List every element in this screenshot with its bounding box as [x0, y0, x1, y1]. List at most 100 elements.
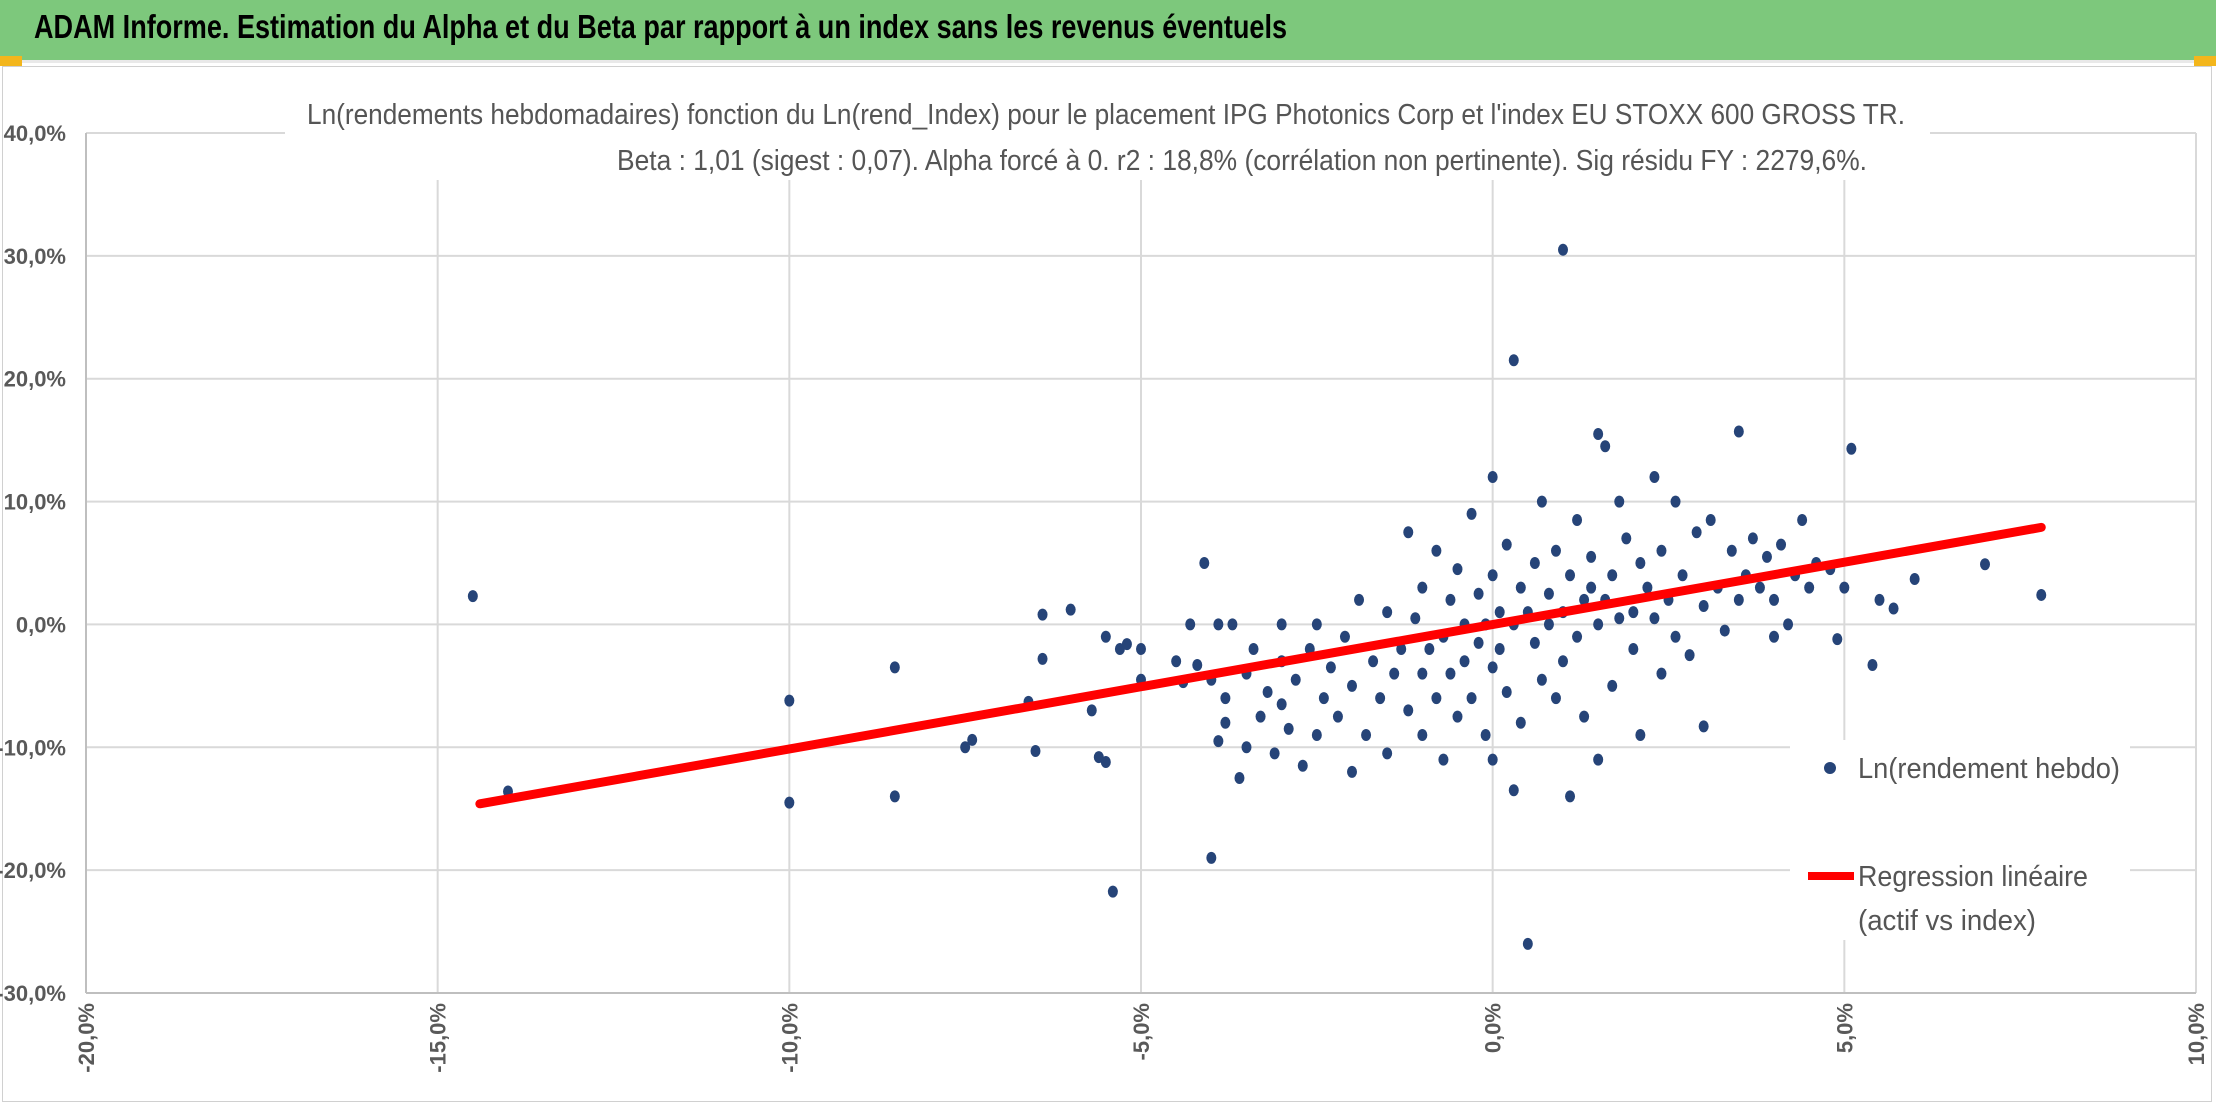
data-point	[1593, 618, 1604, 631]
data-point	[1487, 753, 1498, 766]
data-point	[1311, 618, 1322, 631]
chart-title-line-2: Beta : 1,01 (sigest : 0,07). Alpha forcé…	[617, 145, 1867, 177]
data-point	[1776, 538, 1787, 551]
regression-line-group	[475, 522, 2046, 809]
data-point	[1621, 532, 1632, 545]
data-point	[1368, 655, 1379, 668]
data-point	[1382, 606, 1393, 619]
data-point	[889, 661, 900, 674]
y-tick-labels: -30,0% -20,0% -10,0% 0,0% 10,0% 20,0% 30,0% 40,…	[0, 121, 66, 1006]
data-point	[1311, 729, 1322, 741]
data-point	[1487, 661, 1498, 674]
data-point	[1733, 425, 1744, 438]
data-point	[1262, 686, 1273, 698]
data-point	[1487, 569, 1498, 582]
data-point	[1248, 643, 1259, 655]
corner-marker-top-left	[0, 56, 22, 66]
data-point	[1614, 495, 1625, 508]
data-point	[1628, 606, 1639, 619]
data-point	[1832, 633, 1843, 646]
data-point	[1375, 692, 1386, 705]
data-point	[1452, 563, 1463, 576]
data-point	[1684, 649, 1695, 662]
data-point	[1431, 692, 1442, 705]
y-tick-label: -30,0%	[0, 981, 66, 1006]
data-point	[1839, 581, 1850, 594]
data-point	[1635, 729, 1646, 741]
data-point	[1628, 643, 1639, 655]
data-point	[1698, 720, 1709, 733]
data-point	[1593, 428, 1604, 440]
y-tick-label: -10,0%	[0, 735, 66, 760]
data-point	[889, 790, 900, 803]
data-point	[1565, 569, 1576, 582]
data-point	[1332, 710, 1343, 723]
x-tick-label: -5,0%	[1129, 1003, 1154, 1060]
data-point	[1487, 471, 1498, 483]
data-point	[1473, 636, 1484, 649]
data-point	[1325, 661, 1336, 674]
data-point	[1579, 710, 1590, 723]
data-point	[1797, 514, 1808, 526]
data-point	[967, 733, 978, 746]
data-point	[1234, 772, 1245, 784]
data-point	[1185, 618, 1196, 631]
data-point	[1607, 679, 1618, 692]
data-point	[1846, 442, 1857, 455]
data-point	[1121, 638, 1132, 651]
data-point	[1783, 618, 1794, 631]
data-point	[1100, 630, 1111, 643]
data-point	[1424, 643, 1435, 655]
x-tick-label: -20,0%	[74, 1003, 99, 1073]
data-point	[1536, 673, 1547, 686]
data-point	[1558, 655, 1568, 668]
data-point	[1705, 514, 1716, 526]
data-point	[1579, 593, 1590, 606]
data-point	[1593, 753, 1604, 766]
data-point	[1276, 618, 1287, 631]
data-point	[1586, 581, 1597, 594]
data-point	[784, 796, 795, 809]
legend: Ln(rendement hebdo) Regression linéaire …	[1790, 740, 2130, 940]
data-point	[1065, 603, 1076, 616]
data-point	[1691, 526, 1702, 539]
data-point	[1396, 643, 1407, 655]
data-point	[2036, 588, 2047, 601]
axes	[85, 133, 2196, 994]
scatter-points	[467, 243, 2047, 950]
y-tick-label: 30,0%	[4, 244, 66, 269]
data-point	[1543, 618, 1554, 631]
data-point	[1677, 569, 1688, 582]
data-point	[1670, 495, 1681, 508]
data-point	[1656, 667, 1667, 680]
data-point	[1508, 784, 1519, 797]
data-point	[1171, 655, 1182, 668]
data-point	[1565, 790, 1576, 803]
data-point	[1480, 729, 1491, 741]
legend-background	[1790, 740, 2130, 940]
data-point	[1445, 667, 1456, 680]
data-point	[1339, 630, 1350, 643]
data-point	[1607, 569, 1618, 582]
data-point	[1642, 581, 1653, 594]
y-tick-label: 10,0%	[4, 490, 66, 515]
data-point	[1283, 722, 1294, 735]
data-point	[1403, 526, 1414, 539]
data-point	[1522, 937, 1533, 950]
data-point	[1529, 636, 1540, 649]
data-point	[1290, 673, 1301, 686]
x-tick-label: -10,0%	[777, 1003, 802, 1073]
data-point	[1867, 658, 1878, 671]
data-point	[1417, 667, 1428, 680]
report-title: ADAM Informe. Estimation du Alpha et du …	[34, 8, 1288, 45]
data-point	[1600, 440, 1611, 453]
chart-title-background	[285, 94, 1930, 180]
corner-marker-top-right	[2194, 56, 2216, 66]
x-tick-label: 0,0%	[1481, 1003, 1506, 1053]
data-point	[1037, 652, 1048, 665]
data-point	[1698, 600, 1709, 612]
data-point	[1318, 692, 1329, 705]
data-point	[1030, 744, 1041, 757]
data-point	[1410, 612, 1421, 625]
